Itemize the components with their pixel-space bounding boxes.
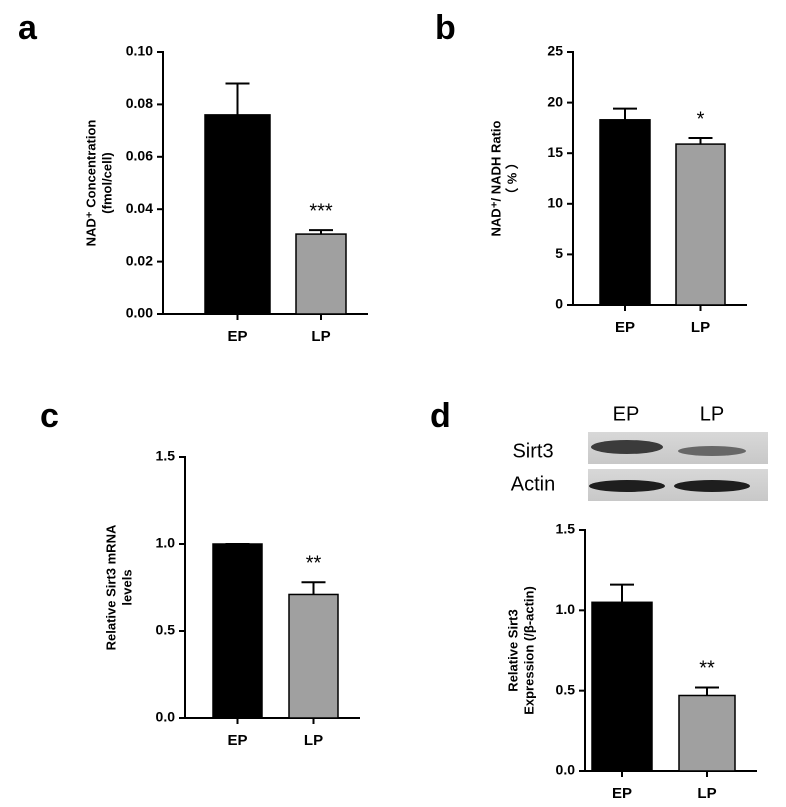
x-tick-label: EP: [227, 328, 247, 345]
bar: [591, 601, 653, 772]
y-axis-label: Relative Sirt3 mRNA: [103, 524, 118, 650]
bar: [204, 114, 271, 315]
y-tick-label: 0.04: [126, 200, 153, 216]
y-tick-label: 0.0: [556, 762, 576, 778]
x-tick-label: LP: [304, 732, 323, 749]
y-tick-label: 15: [547, 144, 563, 160]
bar: [675, 143, 726, 306]
x-tick-label: EP: [615, 319, 635, 336]
x-tick-label: LP: [691, 319, 710, 336]
y-axis-label: NAD⁺/ NADH Ratio: [488, 120, 503, 236]
y-tick-label: 0.0: [156, 709, 176, 725]
y-axis-label: Expression (/β-actin): [521, 586, 536, 715]
x-tick-label: EP: [612, 785, 632, 802]
panel-letter: d: [430, 397, 451, 435]
band: [589, 480, 665, 492]
y-tick-label: 1.5: [556, 521, 576, 537]
significance: **: [306, 553, 322, 575]
band: [591, 440, 663, 454]
x-tick-label: LP: [311, 328, 330, 345]
bar: [295, 233, 347, 315]
y-tick-label: 1.0: [156, 535, 176, 551]
y-tick-label: 0.10: [126, 43, 153, 59]
y-tick-label: 0.5: [156, 622, 176, 638]
x-tick-label: EP: [227, 732, 247, 749]
y-tick-label: 0.02: [126, 252, 153, 268]
panel-letter: c: [40, 397, 59, 435]
x-tick-label: LP: [697, 785, 716, 802]
y-axis-label: NAD⁺ Concentration: [83, 120, 98, 247]
significance: ***: [309, 200, 333, 222]
y-axis-label: levels: [119, 569, 134, 605]
bar: [599, 119, 651, 306]
blot-row-label: Actin: [511, 473, 555, 495]
y-axis-label: （ % ）: [504, 156, 519, 201]
significance: **: [699, 658, 715, 680]
significance: *: [697, 108, 705, 130]
y-axis-label: (fmol/cell): [99, 152, 114, 213]
y-tick-label: 5: [555, 245, 563, 261]
panel-letter: a: [18, 9, 38, 47]
y-tick-label: 0.08: [126, 95, 153, 111]
y-axis-label: Relative Sirt3: [505, 609, 520, 691]
blot-lane-label: EP: [613, 403, 640, 425]
y-tick-label: 0: [555, 296, 563, 312]
y-tick-label: 25: [547, 43, 563, 59]
band: [678, 446, 746, 456]
y-tick-label: 0.06: [126, 148, 153, 164]
y-tick-label: 10: [547, 195, 563, 211]
bar: [678, 694, 736, 772]
y-tick-label: 0.00: [126, 305, 153, 321]
y-tick-label: 1.5: [156, 448, 176, 464]
bar: [288, 593, 339, 719]
panel-letter: b: [435, 9, 456, 47]
blot-lane-label: LP: [700, 403, 724, 425]
y-tick-label: 0.5: [556, 681, 576, 697]
bar: [212, 543, 263, 719]
y-tick-label: 20: [547, 93, 563, 109]
y-tick-label: 1.0: [556, 601, 576, 617]
blot-row-label: Sirt3: [512, 440, 553, 462]
band: [674, 480, 750, 492]
